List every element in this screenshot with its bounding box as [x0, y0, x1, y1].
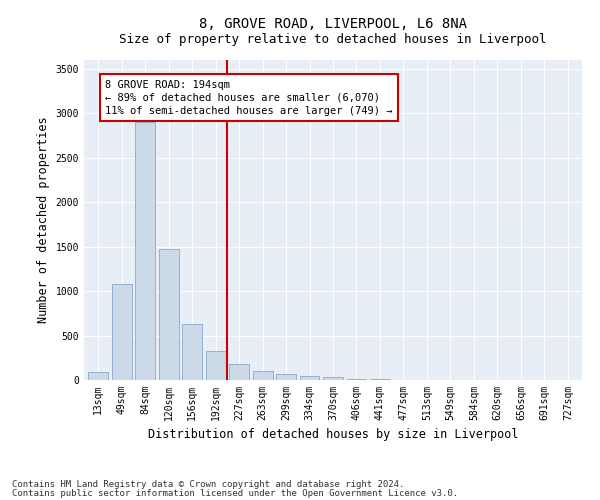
- Bar: [347, 379, 367, 380]
- Text: Contains public sector information licensed under the Open Government Licence v3: Contains public sector information licen…: [12, 488, 458, 498]
- Bar: [158, 250, 179, 380]
- Y-axis label: Number of detached properties: Number of detached properties: [37, 116, 50, 324]
- Bar: [323, 378, 343, 380]
- Bar: [112, 284, 131, 380]
- Bar: [135, 122, 155, 380]
- Text: 8, GROVE ROAD, LIVERPOOL, L6 8NA: 8, GROVE ROAD, LIVERPOOL, L6 8NA: [199, 18, 467, 32]
- Bar: [206, 350, 226, 380]
- Bar: [229, 364, 249, 380]
- Bar: [88, 372, 108, 380]
- Bar: [299, 376, 319, 380]
- Bar: [182, 324, 202, 380]
- Bar: [253, 371, 272, 380]
- X-axis label: Distribution of detached houses by size in Liverpool: Distribution of detached houses by size …: [148, 428, 518, 442]
- Bar: [276, 374, 296, 380]
- Text: Contains HM Land Registry data © Crown copyright and database right 2024.: Contains HM Land Registry data © Crown c…: [12, 480, 404, 489]
- Text: 8 GROVE ROAD: 194sqm
← 89% of detached houses are smaller (6,070)
11% of semi-de: 8 GROVE ROAD: 194sqm ← 89% of detached h…: [105, 80, 392, 116]
- Text: Size of property relative to detached houses in Liverpool: Size of property relative to detached ho…: [119, 32, 547, 46]
